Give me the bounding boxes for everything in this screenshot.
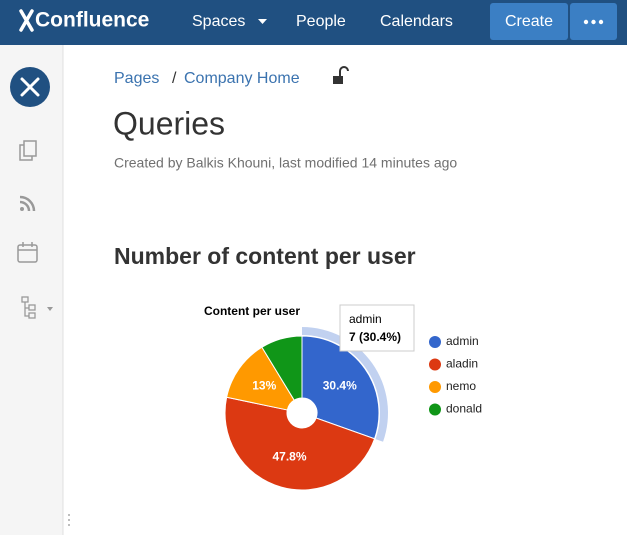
tooltip-text: 7 (30.4%): [349, 330, 401, 344]
slice-highlight: [302, 327, 388, 442]
tree-arrow: [47, 307, 53, 311]
breadcrumb-separator: /: [172, 70, 177, 87]
tooltip-title: admin: [349, 312, 382, 326]
more-dots: [583, 19, 604, 25]
legend-marker: [429, 403, 441, 416]
lock-icon[interactable]: [333, 66, 349, 84]
legend-label: aladin: [446, 357, 478, 371]
logo[interactable]: Confluence: [19, 9, 149, 32]
nav-spaces[interactable]: Spaces: [192, 13, 245, 30]
breadcrumb-link[interactable]: Pages: [114, 70, 159, 87]
resize-handle[interactable]: [68, 514, 70, 526]
dropdown-arrow: [258, 19, 267, 24]
slice-label: 13%: [252, 379, 276, 393]
pie-chart: 30.4% admin 47.8% aladin 13% nemo donald admin 7…: [224, 304, 482, 491]
byline: Created by Balkis Khouni, last modified …: [114, 155, 457, 171]
pie-slice: [301, 335, 380, 440]
tree-icon[interactable]: [21, 296, 36, 319]
legend-label: donald: [446, 402, 482, 416]
page-title: Queries: [113, 105, 225, 141]
avatar-icon: [20, 77, 40, 97]
slice-label: 30.4%: [323, 379, 357, 393]
pie-slice: [261, 335, 303, 401]
legend-label: nemo: [446, 379, 476, 393]
pages-icon[interactable]: [19, 140, 37, 161]
pie-slice: [224, 396, 376, 491]
create-label: Create: [505, 13, 553, 30]
breadcrumb-link[interactable]: Company Home: [184, 70, 300, 87]
tooltip-box: [339, 304, 415, 352]
legend-marker: [429, 358, 441, 371]
blog-icon-dot: [20, 207, 24, 211]
create-button[interactable]: [490, 3, 568, 40]
legend-label: admin: [446, 334, 479, 348]
logo-text: Confluence: [35, 9, 149, 32]
logo-icon: [19, 9, 34, 32]
nav-people[interactable]: People: [296, 13, 346, 30]
sidebar: [0, 45, 63, 535]
pie-slice: [226, 346, 295, 411]
chart-title: Content per user: [204, 304, 300, 318]
nav-calendars[interactable]: Calendars: [380, 13, 453, 30]
blog-icon[interactable]: [19, 195, 36, 212]
calendar-icon[interactable]: [17, 242, 38, 263]
legend-marker: [429, 336, 441, 348]
section-heading: Number of content per user: [114, 243, 416, 269]
legend-marker: [429, 381, 441, 393]
slice-label: 47.8%: [273, 450, 307, 464]
